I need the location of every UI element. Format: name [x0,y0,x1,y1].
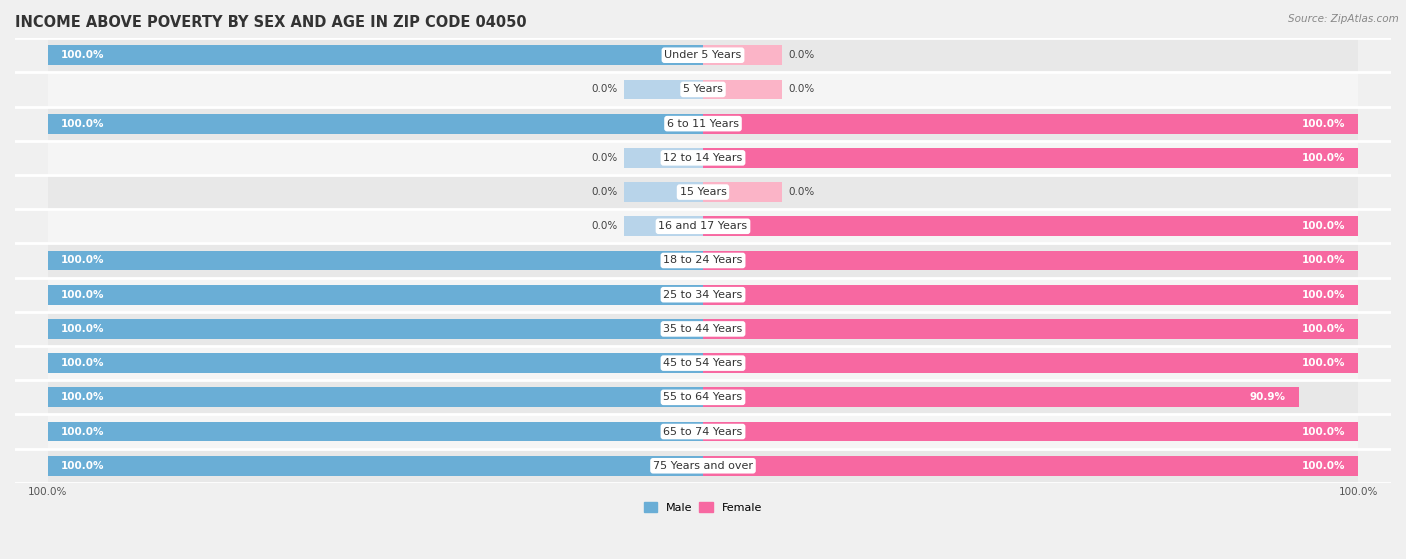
Text: 100.0%: 100.0% [1302,324,1346,334]
Text: 5 Years: 5 Years [683,84,723,94]
Text: 100.0%: 100.0% [60,392,104,402]
Bar [48,141,1358,175]
Text: 100.0%: 100.0% [60,358,104,368]
Bar [48,278,1358,312]
Bar [48,421,703,442]
Text: 100.0%: 100.0% [1302,153,1346,163]
Bar [703,387,1299,408]
Bar [703,353,1358,373]
Text: 100.0%: 100.0% [60,119,104,129]
Text: 18 to 24 Years: 18 to 24 Years [664,255,742,266]
Bar [703,285,1358,305]
Text: 100.0%: 100.0% [60,324,104,334]
Bar [48,113,703,134]
Text: 15 Years: 15 Years [679,187,727,197]
Bar [48,107,1358,141]
Bar [703,45,782,65]
Bar [703,319,1358,339]
Text: 75 Years and over: 75 Years and over [652,461,754,471]
Bar [624,148,703,168]
Bar [703,216,1358,236]
Bar [703,421,1358,442]
Text: 100.0%: 100.0% [1302,221,1346,231]
Text: 100.0%: 100.0% [60,427,104,437]
Bar [624,216,703,236]
Text: 65 to 74 Years: 65 to 74 Years [664,427,742,437]
Text: 55 to 64 Years: 55 to 64 Years [664,392,742,402]
Bar [703,250,1358,271]
Text: 100.0%: 100.0% [60,255,104,266]
Text: 100.0%: 100.0% [1302,255,1346,266]
Bar [48,72,1358,107]
Bar [48,38,1358,72]
Text: 100.0%: 100.0% [60,290,104,300]
Bar [703,79,782,100]
Text: Source: ZipAtlas.com: Source: ZipAtlas.com [1288,14,1399,24]
Bar [48,243,1358,278]
Text: 0.0%: 0.0% [789,187,814,197]
Bar [48,449,1358,483]
Text: 0.0%: 0.0% [592,187,617,197]
Bar [48,414,1358,449]
Text: 0.0%: 0.0% [789,50,814,60]
Bar [703,182,782,202]
Text: 35 to 44 Years: 35 to 44 Years [664,324,742,334]
Bar [48,353,703,373]
Text: Under 5 Years: Under 5 Years [665,50,741,60]
Bar [48,175,1358,209]
Bar [48,250,703,271]
Text: 45 to 54 Years: 45 to 54 Years [664,358,742,368]
Text: 100.0%: 100.0% [1302,119,1346,129]
Bar [703,148,1358,168]
Bar [624,79,703,100]
Bar [48,346,1358,380]
Bar [48,456,703,476]
Text: 16 and 17 Years: 16 and 17 Years [658,221,748,231]
Text: 100.0%: 100.0% [60,50,104,60]
Text: 0.0%: 0.0% [789,84,814,94]
Text: 90.9%: 90.9% [1250,392,1285,402]
Legend: Male, Female: Male, Female [640,498,766,517]
Bar [48,45,703,65]
Bar [48,380,1358,414]
Bar [48,387,703,408]
Bar [703,113,1358,134]
Text: 100.0%: 100.0% [1302,461,1346,471]
Text: 0.0%: 0.0% [592,84,617,94]
Text: INCOME ABOVE POVERTY BY SEX AND AGE IN ZIP CODE 04050: INCOME ABOVE POVERTY BY SEX AND AGE IN Z… [15,15,527,30]
Text: 0.0%: 0.0% [592,153,617,163]
Text: 25 to 34 Years: 25 to 34 Years [664,290,742,300]
Text: 100.0%: 100.0% [1302,290,1346,300]
Text: 100.0%: 100.0% [1302,358,1346,368]
Bar [48,319,703,339]
Bar [624,182,703,202]
Text: 12 to 14 Years: 12 to 14 Years [664,153,742,163]
Text: 0.0%: 0.0% [592,221,617,231]
Text: 100.0%: 100.0% [60,461,104,471]
Bar [48,209,1358,243]
Text: 6 to 11 Years: 6 to 11 Years [666,119,740,129]
Bar [48,312,1358,346]
Bar [703,456,1358,476]
Bar [48,285,703,305]
Text: 100.0%: 100.0% [1302,427,1346,437]
